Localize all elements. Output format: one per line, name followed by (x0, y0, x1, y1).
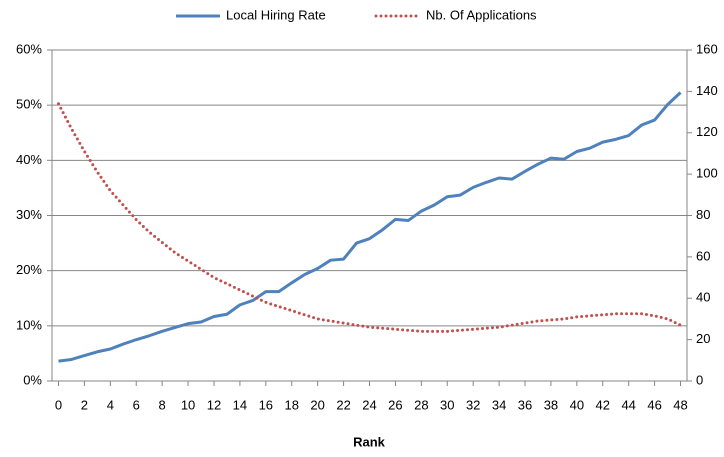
y-tick-label: 0% (23, 372, 42, 387)
x-tick-label: 44 (621, 397, 635, 412)
x-axis-title: Rank (353, 434, 386, 449)
x-tick-label: 18 (285, 397, 299, 412)
y-tick-label: 10% (16, 317, 42, 332)
y2-tick-label: 140 (696, 83, 718, 98)
x-tick-label: 6 (133, 397, 140, 412)
y-tick-label: 50% (16, 97, 42, 112)
x-tick-label: 10 (181, 397, 195, 412)
x-tick-label: 16 (259, 397, 273, 412)
y2-tick-label: 160 (696, 41, 718, 56)
y2-tick-label: 40 (696, 290, 710, 305)
x-tick-label: 8 (159, 397, 166, 412)
x-tick-label: 40 (570, 397, 584, 412)
y-tick-label: 40% (16, 152, 42, 167)
x-tick-label: 22 (336, 397, 350, 412)
x-tick-label: 0 (55, 397, 62, 412)
x-tick-label: 36 (518, 397, 532, 412)
x-tick-label: 32 (466, 397, 480, 412)
legend-label: Local Hiring Rate (226, 7, 326, 22)
x-tick-label: 38 (544, 397, 558, 412)
y-tick-label: 20% (16, 262, 42, 277)
line-series (56, 102, 683, 333)
y2-tick-label: 120 (696, 124, 718, 139)
x-tick-label: 2 (81, 397, 88, 412)
y2-tick-label: 0 (696, 372, 703, 387)
x-tick-label: 30 (440, 397, 454, 412)
x-tick-label: 14 (233, 397, 247, 412)
x-tick-label: 20 (310, 397, 324, 412)
y2-tick-label: 20 (696, 331, 710, 346)
x-tick-label: 46 (647, 397, 661, 412)
x-tick-label: 12 (207, 397, 221, 412)
x-tick-label: 48 (673, 397, 687, 412)
y-tick-label: 30% (16, 207, 42, 222)
y2-tick-label: 60 (696, 248, 710, 263)
x-tick-label: 42 (596, 397, 610, 412)
x-tick-label: 28 (414, 397, 428, 412)
y-tick-label: 60% (16, 41, 42, 56)
x-tick-label: 4 (107, 397, 114, 412)
line-series (58, 91, 682, 363)
x-tick-label: 26 (388, 397, 402, 412)
y2-tick-label: 80 (696, 207, 710, 222)
x-tick-label: 34 (492, 397, 506, 412)
y2-tick-label: 100 (696, 166, 718, 181)
x-tick-label: 24 (362, 397, 376, 412)
legend-label: Nb. Of Applications (426, 7, 537, 22)
